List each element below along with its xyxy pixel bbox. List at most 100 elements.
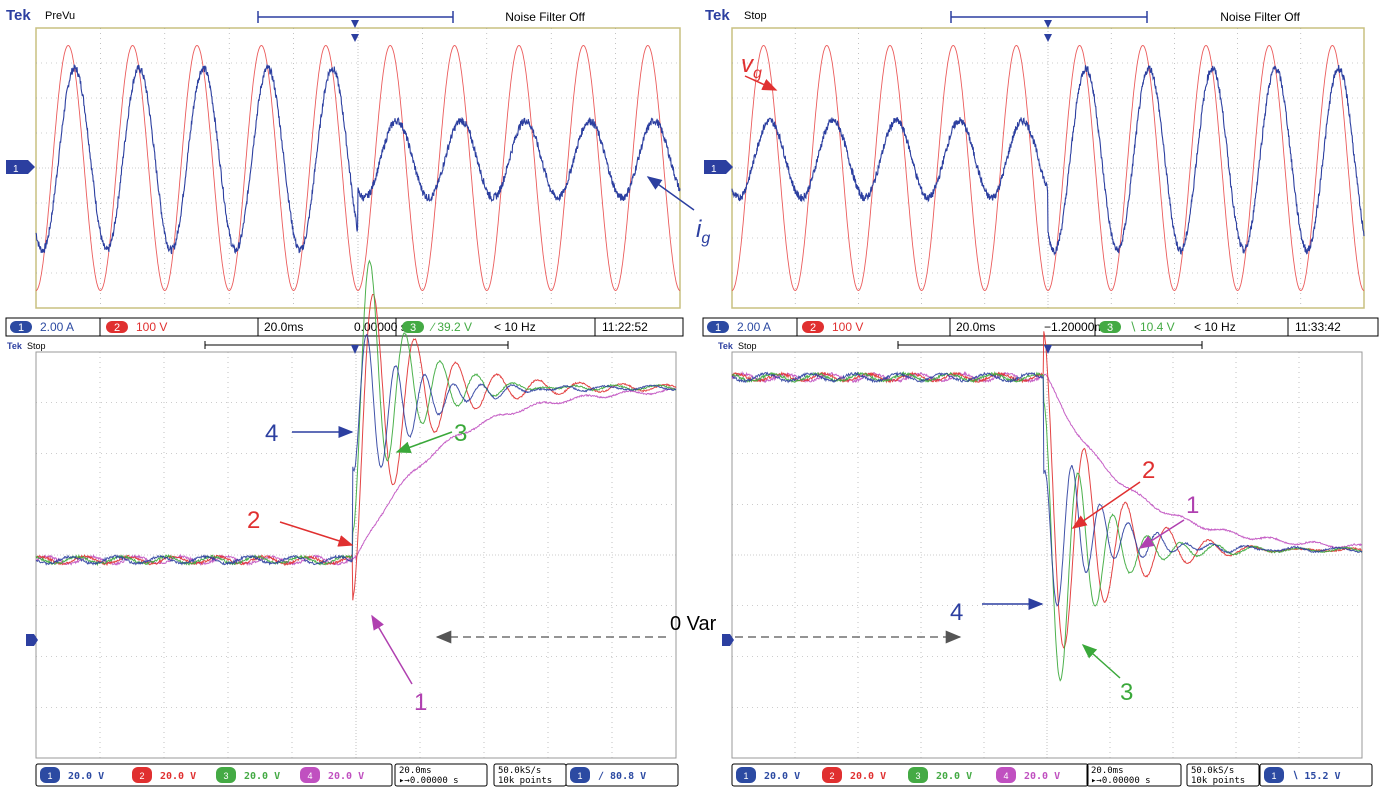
trace-ig — [35, 63, 681, 255]
channel-badge-number: 3 — [410, 322, 416, 334]
readout-text: 20.0ms — [399, 766, 432, 776]
ig-label: ig — [696, 216, 710, 247]
readout-text: 20.0 V — [1024, 771, 1060, 782]
br-label-1: 1 — [1186, 492, 1199, 519]
trigger-readout-frame — [565, 763, 679, 787]
bl-arrow-2 — [279, 521, 354, 547]
channel-badge — [106, 321, 128, 333]
channel-badge — [10, 321, 32, 333]
trace-3 — [731, 370, 1363, 682]
graticule-grid — [732, 28, 1364, 308]
readout-cell: 11:22:52 — [602, 320, 648, 334]
br-label-4: 4 — [950, 599, 963, 626]
readout-frame — [702, 317, 1379, 337]
svg-text:1: 1 — [13, 164, 19, 175]
readout-cell: < 10 Hz — [494, 320, 536, 334]
waveform-traces — [35, 259, 677, 601]
channel-badge — [40, 767, 60, 783]
readout-text: < 10 Hz — [1194, 320, 1236, 334]
readout-text: −1.20000ms — [1044, 320, 1110, 334]
svg-text:1: 1 — [711, 164, 717, 175]
trace-vg — [731, 45, 1365, 291]
bl-arrow-3 — [395, 431, 453, 454]
readout-cell: 20.0ms — [264, 320, 303, 334]
readout-text-secondary: 10k points — [498, 776, 552, 786]
bl-label-2: 2 — [247, 507, 260, 534]
channel-badge-number: 4 — [1003, 771, 1008, 781]
noise-filter-label: Noise Filter Off — [1220, 10, 1300, 24]
channel-badge-number: 4 — [307, 771, 312, 781]
bl-arrow-1 — [371, 614, 413, 685]
channel-badge-number: 3 — [915, 771, 920, 781]
noise-filter-label: Noise Filter Off — [505, 10, 585, 24]
readout-text: 100 V — [832, 320, 863, 334]
channel-badge-number: 3 — [1107, 322, 1113, 334]
readout-cell: 20.0ms▸→0.00000 s — [394, 763, 488, 787]
graticule-grid — [732, 352, 1362, 758]
readout-frame — [731, 763, 1089, 787]
ch1-ground-marker: 1 — [6, 160, 35, 175]
readout-cell: 1 2.00 A — [10, 320, 74, 334]
bl-label-3: 3 — [454, 420, 467, 447]
waveform-traces — [35, 45, 681, 291]
readout-text: ∖ 15.2 V — [1292, 771, 1341, 782]
readout-bar: 1 20.0 V 2 20.0 V 3 20.0 V 4 20.0 V 20.0ms▸→0.00… — [731, 763, 1373, 787]
channel-badge — [707, 321, 729, 333]
scope-panel-bottom-left: Tek Stop 1 20.0 V 2 20.0 V 3 20.0 V 4 20.0 V 20.… — [7, 259, 679, 787]
channel-badge — [908, 767, 928, 783]
tek-brand: Tek — [718, 341, 734, 351]
readout-text: 2.00 A — [737, 320, 771, 334]
channel-badge — [300, 767, 320, 783]
readout-text: 20.0ms — [956, 320, 995, 334]
trace-vg — [35, 45, 681, 291]
readout-text: ∖ 10.4 V — [1129, 320, 1175, 334]
readout-text: 100 V — [136, 320, 167, 334]
readout-cell: 3 ∕ 39.2 V — [402, 320, 472, 334]
channel-badge — [1264, 767, 1284, 783]
readout-cell: 2 100 V — [802, 320, 863, 334]
trigger-marker — [351, 345, 359, 354]
readout-bar: 1 20.0 V 2 20.0 V 3 20.0 V 4 20.0 V 20.0ms▸→0.00… — [35, 763, 679, 787]
readout-cell: 2 20.0 V — [822, 767, 886, 783]
readout-text: 50.0kS/s — [498, 766, 541, 776]
br-arrow-2 — [1071, 481, 1141, 529]
channel-badge-number: 1 — [47, 771, 52, 781]
readout-cell: 1 20.0 V — [40, 767, 104, 783]
readout-text: 50.0kS/s — [1191, 766, 1234, 776]
readout-text-secondary: ▸→0.00000 s — [399, 776, 459, 786]
readout-cell: 2 20.0 V — [132, 767, 196, 783]
ch1-ground-marker — [722, 634, 734, 646]
status-label: Stop — [738, 341, 757, 351]
channel-badge — [1099, 321, 1121, 333]
readout-text: 20.0 V — [936, 771, 972, 782]
vg-arrow — [744, 75, 778, 91]
scope-panel-bottom-right: Tek Stop 1 20.0 V 2 20.0 V 3 20.0 V 4 20.0 V 20.… — [718, 331, 1373, 787]
readout-cell: 4 20.0 V — [300, 767, 364, 783]
channel-badge — [996, 767, 1016, 783]
channel-badge-number: 1 — [743, 771, 748, 781]
readout-text: 20.0ms — [1091, 766, 1124, 776]
status-label: Stop — [27, 341, 46, 351]
trace-ig — [731, 65, 1365, 256]
graticule-grid — [36, 28, 680, 308]
ch1-ground-marker — [26, 634, 38, 646]
annotations: vg ig 0 Var 4 3 2 1 2 1 4 3 — [247, 51, 1199, 716]
readout-text: 20.0 V — [850, 771, 886, 782]
scope-panel-top-right: Tek Stop Noise Filter Off 1 1 2.00 A 2 100 … — [702, 7, 1379, 337]
ig-arrow — [646, 176, 695, 211]
trigger-marker — [351, 20, 359, 42]
scope-panel-top-left: Tek PreVu Noise Filter Off 1 1 2.00 A 2 100… — [5, 7, 684, 337]
zero-var-label: 0 Var — [670, 613, 717, 635]
readout-bar: 1 2.00 A 2 100 V 20.0ms 0.00000 s 3 ∕ 39.2 V < 1… — [5, 317, 684, 337]
readout-cell: 20.0ms▸→0.00000 s — [1086, 763, 1182, 787]
trace-4 — [731, 371, 1363, 607]
readout-cell: 4 20.0 V — [996, 767, 1060, 783]
channel-badge-number: 3 — [223, 771, 228, 781]
readout-cell: 1 ∖ 15.2 V — [1264, 767, 1341, 783]
tek-brand: Tek — [6, 7, 31, 24]
bl-label-1: 1 — [414, 689, 427, 716]
readout-text: ∕ 80.8 V — [598, 771, 646, 782]
